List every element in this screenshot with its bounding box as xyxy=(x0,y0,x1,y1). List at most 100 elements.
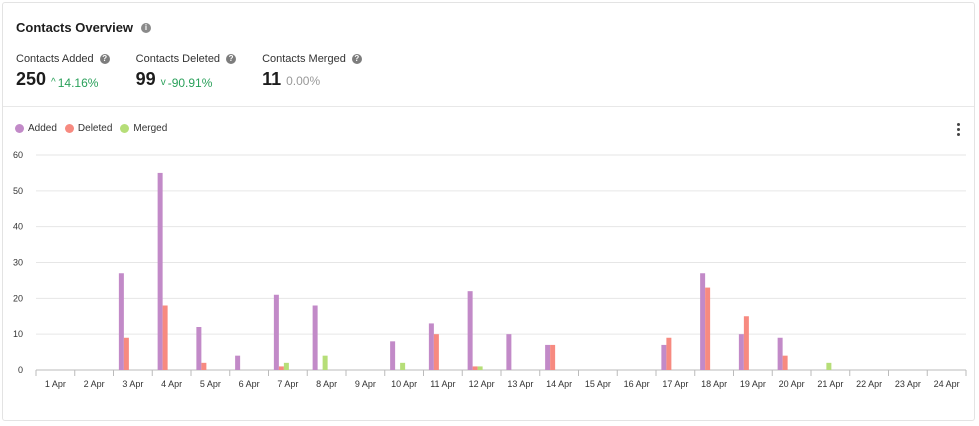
help-icon[interactable]: ? xyxy=(351,54,362,64)
x-tick-label: 15 Apr xyxy=(585,379,611,389)
legend-label: Deleted xyxy=(77,123,113,134)
x-tick-label: 13 Apr xyxy=(507,379,533,389)
legend-swatch xyxy=(15,124,24,133)
x-tick-label: 1 Apr xyxy=(45,379,66,389)
metric-contacts-merged: Contacts Merged ? 11 0.00% xyxy=(262,53,362,90)
legend-item-added[interactable]: Added xyxy=(15,123,57,134)
help-icon[interactable]: ? xyxy=(99,54,110,64)
legend-item-merged[interactable]: Merged xyxy=(120,123,167,134)
x-tick-label: 5 Apr xyxy=(200,379,221,389)
x-tick-label: 7 Apr xyxy=(277,379,298,389)
card-header: Contacts Overview i xyxy=(16,20,152,35)
bar-added xyxy=(700,273,706,370)
bar-merged xyxy=(826,362,832,370)
metric-contacts-added: Contacts Added ? 250 ^ 14.16% xyxy=(16,53,110,90)
x-tick-label: 12 Apr xyxy=(469,379,495,389)
contacts-overview-card: Contacts Overview i Contacts Added ? 250… xyxy=(2,2,975,421)
chart-legend: Added Deleted Merged xyxy=(15,123,175,134)
bar-deleted xyxy=(550,344,556,370)
bar-added xyxy=(545,344,551,370)
x-tick-label: 10 Apr xyxy=(391,379,417,389)
y-tick-label: 0 xyxy=(18,365,23,375)
x-tick-label: 8 Apr xyxy=(316,379,337,389)
bar-added xyxy=(235,355,241,370)
metric-change-value: 14.16% xyxy=(57,75,99,90)
more-options-icon[interactable] xyxy=(956,123,960,138)
x-tick-label: 11 Apr xyxy=(430,379,455,389)
bar-added xyxy=(118,273,124,370)
x-tick-label: 20 Apr xyxy=(779,379,805,389)
legend-item-deleted[interactable]: Deleted xyxy=(64,123,113,134)
metric-change: 0.00% xyxy=(286,74,320,88)
metric-label: Contacts Added xyxy=(16,53,94,65)
legend-swatch xyxy=(120,124,130,133)
metric-change-value: 0.00% xyxy=(286,74,321,88)
bar-added xyxy=(467,291,473,370)
arrow-up-icon: ^ xyxy=(51,77,56,88)
divider xyxy=(3,106,974,107)
metric-value: 11 xyxy=(262,69,282,89)
x-tick-label: 9 Apr xyxy=(355,379,376,389)
x-tick-label: 19 Apr xyxy=(740,379,766,389)
bar-added xyxy=(390,341,396,370)
bar-deleted xyxy=(666,337,672,370)
bar-chart: 0 10 20 30 40 50 60 1 Apr 2 Apr 3 Apr 4 Apr 5 Apr 6 … xyxy=(13,150,967,389)
x-tick-label: 24 Apr xyxy=(934,379,960,389)
bar-deleted xyxy=(705,287,711,370)
metric-change: ^ 14.16% xyxy=(51,76,98,90)
y-tick-label: 20 xyxy=(13,293,23,303)
y-tick-label: 50 xyxy=(13,186,23,196)
metric-contacts-deleted: Contacts Deleted ? 99 v -90.91% xyxy=(135,53,237,90)
bar-deleted xyxy=(201,362,207,370)
legend-label: Merged xyxy=(133,123,168,134)
arrow-down-icon: v xyxy=(160,77,166,88)
x-tick-label: 21 Apr xyxy=(817,379,843,389)
bar-added xyxy=(273,294,279,370)
x-tick-label: 16 Apr xyxy=(624,379,650,389)
bar-deleted xyxy=(123,337,129,370)
y-tick-label: 10 xyxy=(13,329,23,339)
bar-deleted xyxy=(782,355,788,370)
bar-merged xyxy=(400,362,406,370)
bar-added xyxy=(506,334,512,370)
bar-deleted xyxy=(472,366,478,370)
metric-value: 250 xyxy=(16,69,47,89)
bar-deleted xyxy=(433,334,439,370)
bar-deleted xyxy=(162,305,168,370)
x-tick-label: 3 Apr xyxy=(122,379,143,389)
bar-added xyxy=(157,172,163,370)
x-tick-label: 2 Apr xyxy=(84,379,105,389)
bar-merged xyxy=(477,366,483,370)
y-tick-label: 30 xyxy=(13,258,23,268)
metric-change-value: -90.91% xyxy=(167,75,213,90)
bar-added xyxy=(777,337,783,370)
bar-deleted xyxy=(743,316,749,370)
metric-label: Contacts Merged xyxy=(262,53,346,65)
bar-added xyxy=(312,305,318,370)
y-tick-label: 40 xyxy=(13,222,23,232)
bar-added xyxy=(738,334,744,370)
x-tick-label: 17 Apr xyxy=(662,379,688,389)
info-icon[interactable]: i xyxy=(141,22,152,33)
x-tick-label: 4 Apr xyxy=(161,379,182,389)
bar-merged xyxy=(283,362,289,370)
x-tick-label: 18 Apr xyxy=(701,379,727,389)
bar-merged xyxy=(322,355,328,370)
bar-added xyxy=(196,327,202,370)
y-tick-label: 60 xyxy=(13,150,23,160)
bar-added xyxy=(428,323,434,370)
x-tick-label: 14 Apr xyxy=(546,379,572,389)
bar-deleted xyxy=(278,366,284,370)
legend-label: Added xyxy=(28,123,57,134)
card-title: Contacts Overview xyxy=(16,20,134,35)
metrics-row: Contacts Added ? 250 ^ 14.16% Contacts D… xyxy=(16,53,388,90)
metric-value: 99 xyxy=(135,69,156,89)
metric-label: Contacts Deleted xyxy=(135,53,221,65)
x-tick-label: 23 Apr xyxy=(895,379,921,389)
metric-change: v -90.91% xyxy=(161,76,213,90)
x-tick-label: 6 Apr xyxy=(239,379,260,389)
x-tick-label: 22 Apr xyxy=(856,379,882,389)
legend-swatch xyxy=(64,124,74,133)
bar-added xyxy=(661,344,667,370)
help-icon[interactable]: ? xyxy=(226,54,237,64)
